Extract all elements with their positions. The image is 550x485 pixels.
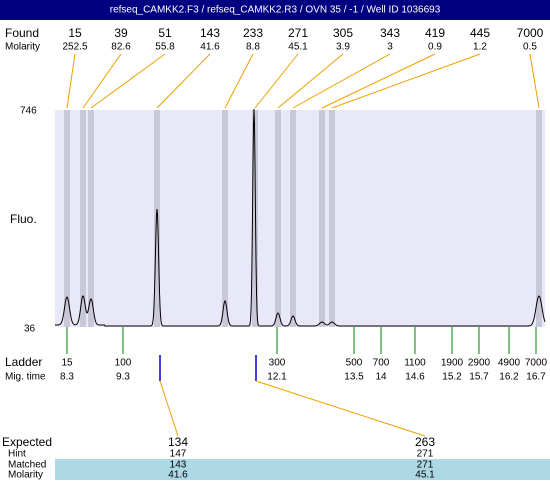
peak-connector (156, 53, 211, 109)
found-size: 143 (200, 26, 220, 40)
row-value: 271 (417, 449, 434, 460)
found-size: 39 (114, 26, 128, 40)
found-label: Found (5, 26, 39, 40)
peak-band (88, 110, 94, 327)
ladder-time: 16.7 (526, 372, 546, 383)
ladder-time: 15.7 (469, 372, 489, 383)
row-value: 134 (168, 435, 188, 449)
peak-connector (321, 53, 436, 109)
y-label: Fluo. (10, 212, 37, 226)
found-size: 445 (470, 26, 490, 40)
ladder-time: 9.3 (116, 372, 130, 383)
y-bottom: 36 (24, 324, 36, 335)
peak-connector (66, 53, 76, 109)
found-molarity: 3.9 (336, 42, 350, 53)
molarity-label: Molarity (5, 42, 40, 53)
found-molarity: 82.6 (111, 42, 131, 53)
row-label: Matched (8, 460, 46, 471)
found-size: 7000 (517, 26, 544, 40)
peak-band (329, 110, 335, 327)
trace (55, 108, 546, 327)
row-value: 263 (415, 435, 435, 449)
peak-connector (82, 53, 122, 109)
found-molarity: 0.9 (428, 42, 442, 53)
ladder-size: 500 (346, 358, 363, 369)
found-size: 233 (243, 26, 263, 40)
row-value: 147 (170, 449, 187, 460)
peak-band (80, 110, 86, 327)
migtime-label: Mig. time (5, 372, 46, 383)
ladder-size: 4900 (498, 358, 521, 369)
peak-band (252, 110, 258, 327)
peak-band (290, 110, 296, 327)
peak-band (319, 110, 325, 327)
peak-connector (529, 53, 540, 109)
row-value: 271 (417, 460, 434, 471)
found-molarity: 3 (387, 42, 393, 53)
matched-bg (55, 459, 550, 480)
found-molarity: 55.8 (155, 42, 175, 53)
row-value: 41.6 (168, 470, 188, 480)
ladder-size: 1900 (441, 358, 464, 369)
peak-connector (331, 53, 481, 109)
ladder-size: 700 (373, 358, 390, 369)
found-molarity: 41.6 (200, 42, 220, 53)
ladder-time: 8.3 (60, 372, 74, 383)
row-value: 45.1 (415, 470, 435, 480)
peak-connector (224, 53, 254, 109)
row-value: 143 (170, 460, 187, 471)
ladder-time: 16.2 (499, 372, 519, 383)
found-molarity: 0.5 (523, 42, 537, 53)
ladder-time: 14.6 (405, 372, 425, 383)
found-size: 343 (380, 26, 400, 40)
ladder-time: 12.1 (267, 372, 287, 383)
peak-connector (277, 53, 344, 109)
ladder-size: 300 (269, 358, 286, 369)
peak-connector (254, 53, 299, 109)
peak-band (154, 110, 160, 327)
found-size: 271 (288, 26, 308, 40)
ladder-time: 13.5 (344, 372, 364, 383)
peak-band (222, 110, 228, 327)
found-size: 419 (425, 26, 445, 40)
found-molarity: 8.8 (246, 42, 260, 53)
peak-connector (90, 53, 166, 109)
ladder-size: 15 (61, 358, 73, 369)
expected-connector (255, 380, 426, 437)
ladder-label: Ladder (5, 355, 42, 369)
found-molarity: 45.1 (288, 42, 308, 53)
ladder-size: 7000 (525, 358, 548, 369)
ladder-size: 100 (115, 358, 132, 369)
row-label: Hint (8, 449, 26, 460)
ladder-size: 1100 (404, 358, 426, 369)
peak-band (64, 110, 70, 327)
found-molarity: 1.2 (473, 42, 487, 53)
plot-area (55, 110, 545, 327)
ladder-time: 15.2 (442, 372, 462, 383)
found-molarity: 252.5 (62, 42, 87, 53)
peak-band (536, 110, 542, 327)
dynamic: 15252.53982.65155.814341.62338.827145.13… (2, 26, 548, 480)
title: refseq_CAMKK2.F3 / refseq_CAMKK2.R3 / OV… (110, 5, 441, 16)
peak-connector (292, 53, 391, 109)
row-label: Molarity (8, 470, 43, 480)
y-top: 746 (20, 106, 37, 117)
found-size: 15 (68, 26, 82, 40)
title-bar (0, 0, 550, 20)
ladder-size: 2900 (468, 358, 491, 369)
found-size: 305 (333, 26, 353, 40)
expected-connector (159, 380, 179, 437)
found-size: 51 (158, 26, 172, 40)
ladder-time: 14 (375, 372, 387, 383)
peak-band (275, 110, 281, 327)
row-label: Expected (2, 435, 52, 449)
